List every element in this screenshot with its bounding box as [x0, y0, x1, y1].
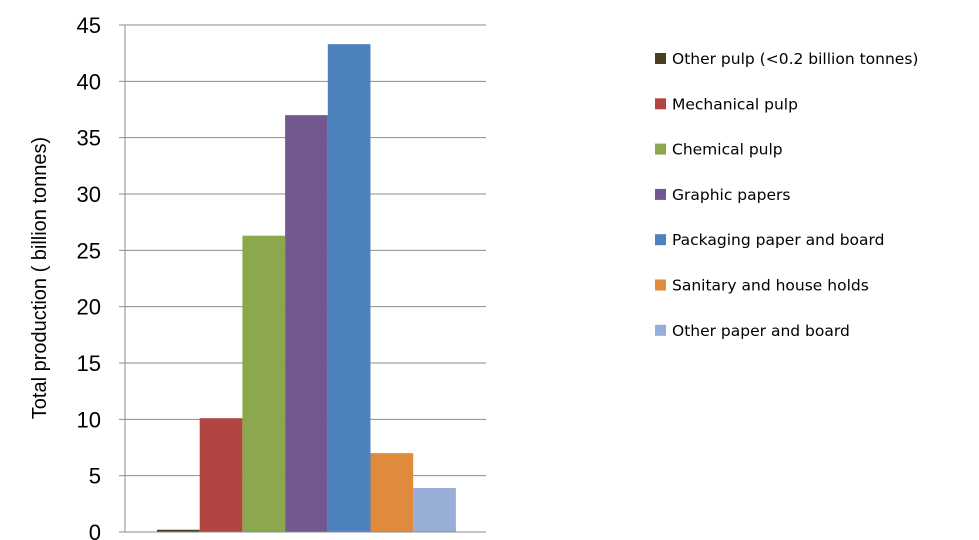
legend-label: Sanitary and house holds: [672, 277, 869, 295]
legend-swatch: [655, 98, 666, 110]
bar-7: [413, 488, 456, 532]
y-tick-label: 10: [77, 407, 101, 432]
y-axis-title: Total production ( billion tonnes): [29, 137, 51, 419]
legend-label: Packaging paper and board: [672, 231, 884, 249]
legend-label: Graphic papers: [672, 186, 790, 204]
bar-5: [327, 44, 371, 533]
legend-label: Mechanical pulp: [672, 95, 798, 113]
y-tick-label: 0: [89, 520, 101, 540]
bar-3: [242, 235, 286, 533]
y-tick-label: 15: [77, 351, 101, 376]
y-tick-label: 30: [77, 182, 101, 207]
legend-swatch: [655, 279, 666, 291]
legend-swatch: [655, 234, 666, 246]
y-tick-label: 25: [77, 238, 101, 263]
bar-2: [199, 418, 243, 532]
bar-6: [370, 453, 414, 532]
y-tick-label: 20: [77, 295, 101, 320]
y-tick-label: 40: [77, 69, 101, 94]
legend-swatch: [655, 143, 666, 155]
legend-label: Other pulp (<0.2 billion tonnes): [672, 50, 918, 68]
legend-swatch: [655, 188, 666, 200]
y-tick-label: 5: [89, 464, 101, 489]
bar-1: [157, 529, 200, 532]
y-tick-label: 45: [77, 13, 101, 38]
legend-swatch: [655, 53, 666, 64]
legend: Other pulp (<0.2 billion tonnes) Mechanic…: [655, 50, 918, 340]
y-tick-labels: 0 5 10 15 20 25 30 35 40 45: [77, 13, 101, 540]
legend-label: Other paper and board: [672, 322, 850, 340]
y-tick-label: 35: [77, 126, 101, 151]
legend-swatch: [655, 324, 666, 336]
bar-4: [285, 115, 328, 532]
bars: [157, 44, 456, 533]
legend-label: Chemical pulp: [672, 141, 783, 159]
